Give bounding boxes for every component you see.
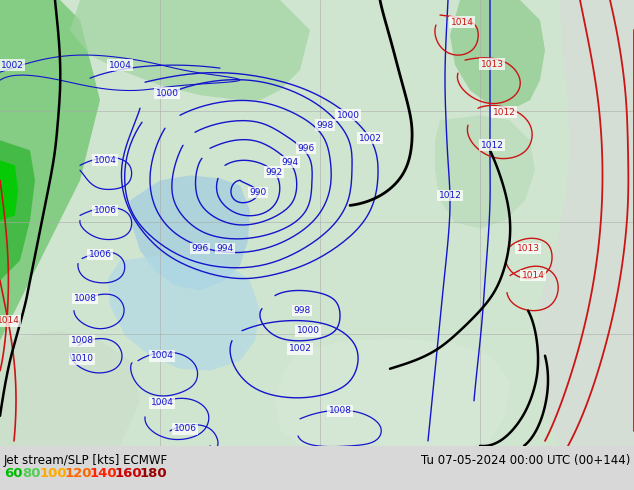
Text: 1002: 1002: [1, 61, 23, 70]
Text: 1000: 1000: [337, 111, 359, 120]
Text: 1014: 1014: [0, 316, 20, 325]
Text: 1002: 1002: [359, 134, 382, 143]
Text: 1004: 1004: [150, 398, 174, 407]
Text: 994: 994: [216, 244, 233, 253]
Text: 1000: 1000: [155, 89, 179, 98]
Text: 998: 998: [294, 306, 311, 315]
Text: 1012: 1012: [493, 108, 515, 117]
Polygon shape: [0, 140, 35, 281]
Text: 1014: 1014: [522, 271, 545, 280]
Text: 1006: 1006: [174, 424, 197, 433]
Text: 996: 996: [191, 244, 209, 253]
Polygon shape: [0, 160, 18, 220]
Text: 120: 120: [65, 467, 93, 480]
Text: 1004: 1004: [150, 351, 174, 360]
Text: Jet stream/SLP [kts] ECMWF: Jet stream/SLP [kts] ECMWF: [4, 454, 168, 467]
Text: 1004: 1004: [108, 61, 131, 70]
Text: 990: 990: [249, 188, 267, 197]
Text: 1006: 1006: [89, 250, 112, 259]
Polygon shape: [130, 175, 250, 291]
Text: 1014: 1014: [451, 18, 474, 26]
Text: 1006: 1006: [93, 206, 117, 215]
Polygon shape: [435, 115, 535, 228]
Text: 992: 992: [266, 168, 283, 177]
Text: 160: 160: [115, 467, 143, 480]
Text: 1012: 1012: [481, 141, 503, 150]
Text: 1000: 1000: [297, 326, 320, 335]
Text: 1008: 1008: [70, 336, 93, 345]
Text: 1010: 1010: [70, 354, 93, 363]
Text: 1004: 1004: [94, 156, 117, 165]
Text: 60: 60: [4, 467, 22, 480]
Polygon shape: [70, 0, 310, 100]
Polygon shape: [535, 0, 634, 446]
Text: 994: 994: [281, 158, 299, 167]
Text: 140: 140: [90, 467, 118, 480]
Polygon shape: [0, 331, 140, 446]
Text: 180: 180: [140, 467, 167, 480]
Polygon shape: [450, 0, 545, 110]
Text: 1008: 1008: [74, 294, 96, 303]
Text: Tu 07-05-2024 00:00 UTC (00+144): Tu 07-05-2024 00:00 UTC (00+144): [420, 454, 630, 467]
Text: 1013: 1013: [517, 244, 540, 253]
Polygon shape: [275, 339, 510, 446]
Text: 1012: 1012: [439, 191, 462, 200]
Text: 998: 998: [316, 121, 333, 130]
Text: 1013: 1013: [481, 60, 503, 69]
Text: 1008: 1008: [328, 406, 351, 416]
Text: 100: 100: [40, 467, 68, 480]
Polygon shape: [0, 0, 100, 341]
Text: 996: 996: [297, 144, 314, 153]
Polygon shape: [108, 255, 260, 371]
Text: 80: 80: [22, 467, 41, 480]
Text: 1002: 1002: [288, 344, 311, 353]
